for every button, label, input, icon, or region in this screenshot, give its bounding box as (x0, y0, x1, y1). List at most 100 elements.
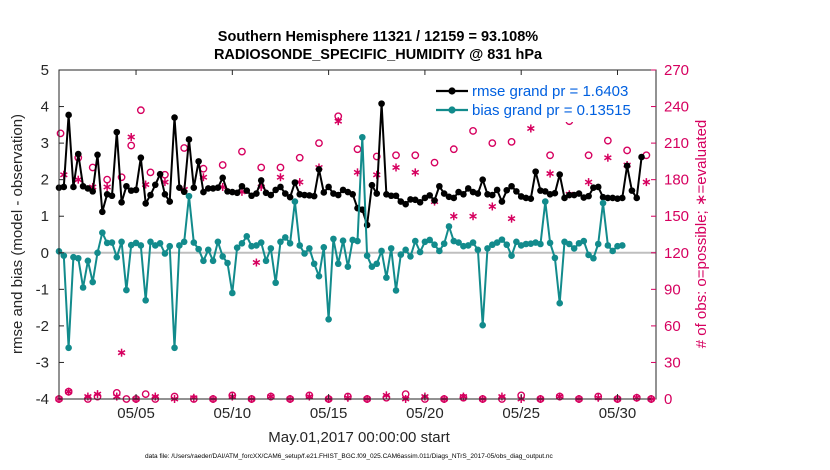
bias-point (368, 263, 376, 270)
rmse-point (214, 184, 222, 192)
bias-point (176, 242, 183, 249)
possible-obs-marker (449, 145, 458, 154)
rmse-point (628, 187, 636, 194)
rmse-point (310, 192, 318, 200)
bias-point (556, 299, 564, 307)
bias-point (60, 252, 68, 260)
bias-point (484, 245, 491, 252)
bias-point (604, 242, 612, 249)
rmse-point (638, 153, 645, 161)
bias-point (580, 237, 588, 245)
bias-point (570, 245, 578, 252)
bias-point (118, 238, 125, 246)
plot-frame (58, 69, 657, 400)
possible-obs-marker (141, 390, 150, 399)
possible-obs-marker (136, 106, 145, 115)
legend: rmse grand pr = 1.6403 bias grand pr = 0… (432, 80, 650, 122)
y-tick-label-right: 90 (664, 281, 681, 298)
bias-point (315, 272, 323, 280)
x-tick-label: 05/30 (599, 405, 637, 422)
bias-point (301, 250, 308, 257)
bias-point (503, 241, 511, 249)
bias-point (99, 229, 106, 236)
evaluated-obs-marker (449, 212, 458, 221)
evaluated-obs-marker (93, 390, 102, 399)
bias-point (310, 260, 318, 268)
x-tick-label: 05/15 (310, 405, 348, 422)
evaluated-obs-marker (74, 175, 83, 184)
bias-point (498, 236, 506, 243)
bias-point (306, 245, 313, 252)
bias-point (229, 289, 236, 297)
rmse-point (460, 190, 467, 198)
possible-obs-marker (238, 147, 246, 156)
bias-point (291, 198, 299, 205)
bias-point (513, 238, 520, 246)
bias-point (445, 223, 453, 230)
possible-obs-marker (392, 151, 400, 160)
rmse-point (450, 194, 458, 202)
bias-point (330, 235, 337, 243)
bias-point (166, 242, 174, 250)
y-axis-label-right: # of obs: o=possible; ∗=evaluated (693, 120, 710, 349)
bias-point (65, 344, 72, 352)
evaluated-obs-marker (469, 212, 477, 221)
bias-point (156, 239, 164, 247)
rmse-point (594, 183, 602, 191)
bias-point (359, 133, 366, 141)
rmse-point (195, 158, 202, 165)
y-tick-label-right: 180 (664, 172, 689, 189)
y-tick-label-right: 60 (664, 318, 681, 335)
rmse-point (508, 182, 515, 190)
rmse-point (489, 191, 496, 199)
rmse-point (532, 168, 539, 175)
possible-obs-marker (103, 175, 112, 184)
y-tick-label-right: 210 (664, 135, 689, 152)
rmse-point (176, 184, 183, 192)
rmse-point (171, 114, 178, 121)
rmse-point (556, 171, 564, 178)
rmse-point (70, 183, 77, 191)
bias-point (541, 198, 549, 205)
bias-point (363, 252, 371, 260)
legend-rmse-marker (448, 87, 456, 95)
bias-point (387, 245, 395, 252)
possible-obs-marker (488, 139, 497, 148)
bias-point (137, 242, 145, 249)
rmse-point (89, 188, 97, 195)
evaluated-obs-marker (382, 391, 391, 400)
evaluated-obs-marker (488, 202, 497, 211)
bias-point (185, 192, 193, 200)
evaluated-obs-marker (334, 117, 343, 126)
rmse-point (94, 151, 101, 159)
rmse-point (575, 190, 583, 197)
bias-point (180, 238, 188, 246)
rmse-point (561, 194, 568, 202)
bias-point (267, 245, 275, 252)
bias-point (397, 251, 405, 258)
rmse-point (541, 188, 549, 195)
rmse-point (618, 194, 626, 202)
possible-obs-marker (623, 146, 632, 155)
rmse-point (286, 193, 294, 201)
rmse-point (498, 198, 506, 205)
evaluated-obs-marker (546, 169, 554, 178)
bias-point (74, 254, 82, 262)
bias-point (219, 253, 226, 260)
legend-bias-label: bias grand pr = 0.13515 (472, 102, 631, 119)
rmse-point (315, 166, 323, 173)
bias-point (585, 251, 592, 259)
bias-point (142, 297, 149, 304)
rmse-point (334, 191, 342, 199)
y-tick-label-left: 4 (41, 99, 49, 116)
rmse-point (416, 199, 424, 206)
possible-obs-marker (276, 163, 285, 172)
bias-point (209, 257, 217, 265)
bias-point (411, 237, 419, 245)
possible-obs-marker (430, 158, 439, 167)
data-file-footnote: data file: /Users/raeder/DAI/ATM_forcXX/… (145, 453, 554, 460)
chart-title-line2: RADIOSONDE_SPECIFIC_HUMIDITY @ 831 hPa (214, 47, 543, 63)
bias-point (618, 242, 626, 249)
rmse-point (426, 192, 434, 199)
bias-point (373, 260, 381, 268)
